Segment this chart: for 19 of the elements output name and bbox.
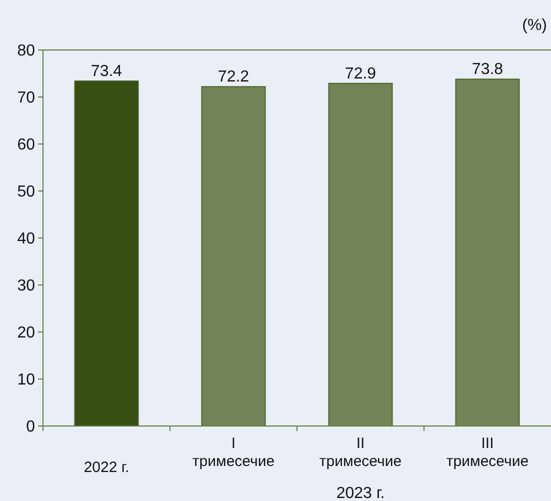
y-tick-label: 20 xyxy=(17,324,36,342)
y-tick-label: 70 xyxy=(17,90,36,107)
data-label: 72.9 xyxy=(344,65,376,82)
x-tick-label: III тримесечие xyxy=(446,435,529,470)
y-tick-label: 40 xyxy=(17,230,36,248)
data-label: 72.2 xyxy=(218,68,250,86)
y-axis-title: (%) xyxy=(522,17,547,34)
y-tick-label: 80 xyxy=(17,42,36,60)
x-tick-label: II тримесечие xyxy=(319,435,402,470)
x-tick-label: I тримесечие xyxy=(192,435,275,470)
y-tick-label: 10 xyxy=(17,372,36,389)
y-tick-label: 0 xyxy=(26,418,36,436)
y-tick-label: 50 xyxy=(17,184,36,201)
x-tick-label: 2022 г. xyxy=(84,459,130,476)
y-tick-label: 60 xyxy=(17,136,36,154)
text: 2023 г. xyxy=(336,485,385,501)
data-label: 73.4 xyxy=(90,63,122,80)
data-label: 73.8 xyxy=(472,61,504,78)
y-tick-label: 30 xyxy=(17,278,36,295)
